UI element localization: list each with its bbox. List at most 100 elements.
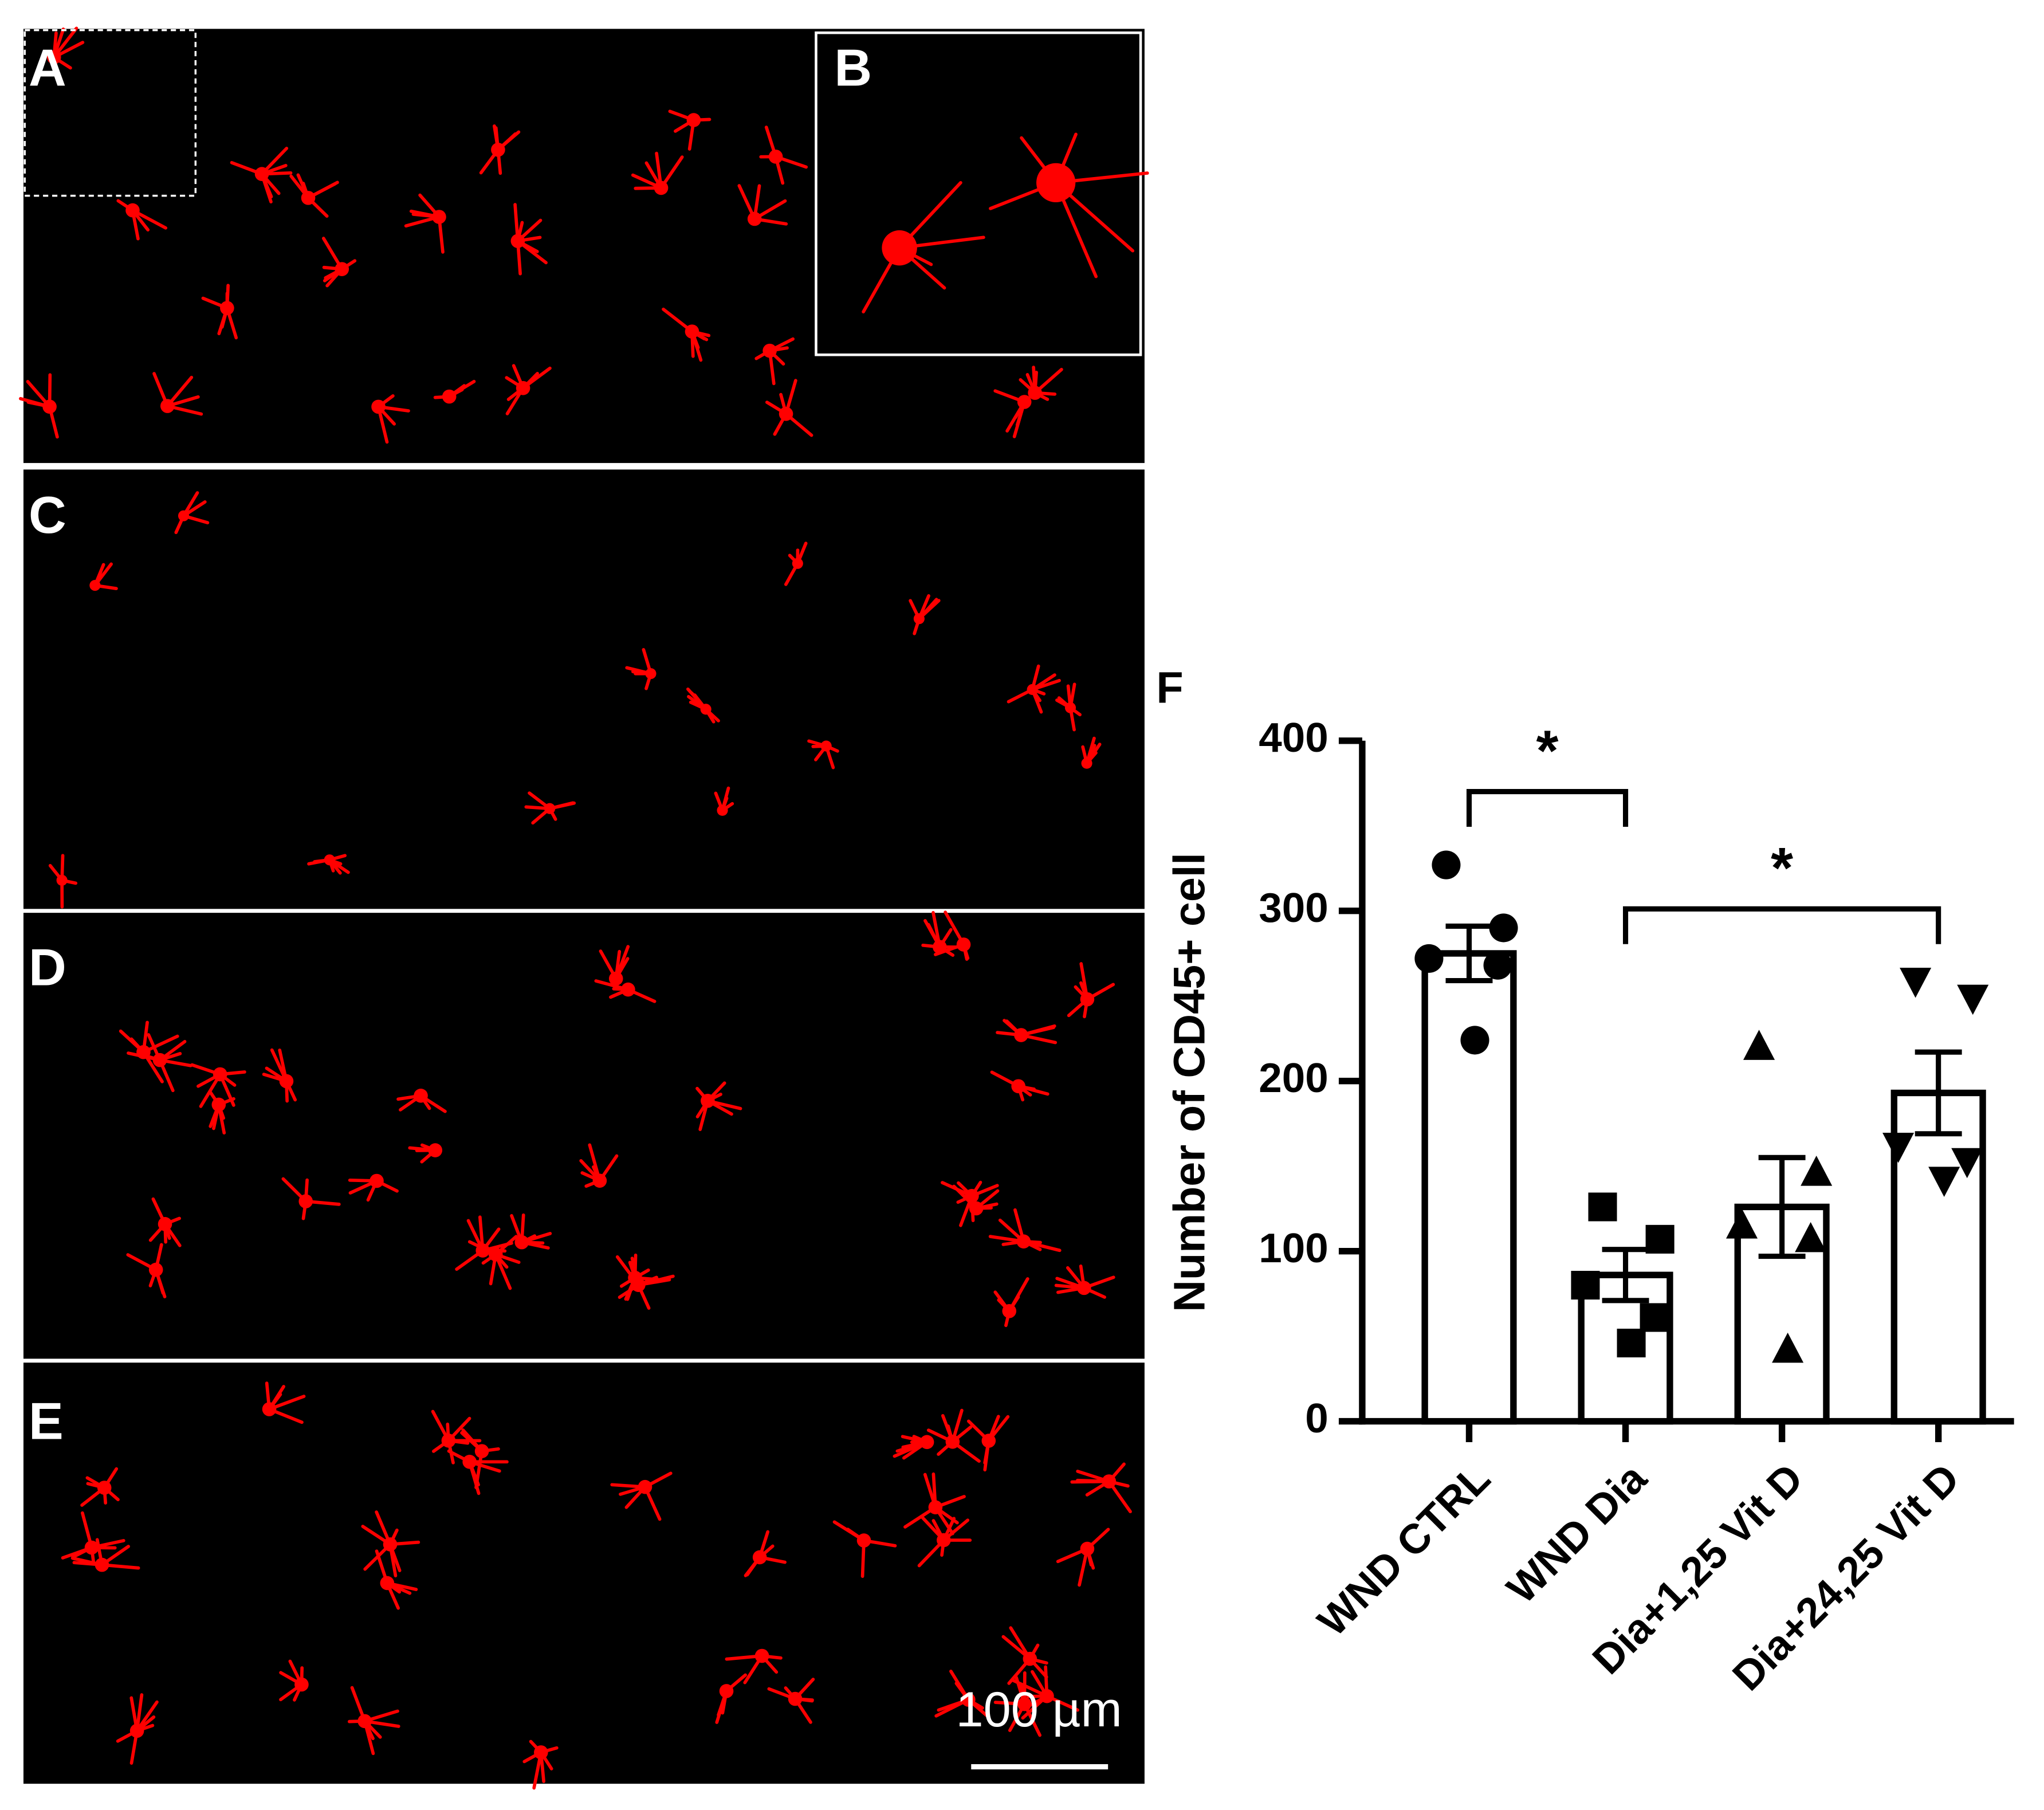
soma (928, 1500, 943, 1514)
soma (475, 1243, 490, 1258)
soma (937, 1533, 951, 1548)
soma (719, 1684, 734, 1698)
soma (1028, 386, 1042, 400)
soma (628, 1270, 642, 1285)
soma (654, 180, 669, 195)
soma (1036, 163, 1076, 202)
soma (414, 1089, 428, 1103)
soma (335, 262, 349, 276)
soma (685, 324, 699, 339)
soma (160, 399, 175, 413)
soma (97, 1481, 112, 1495)
soma (747, 211, 762, 226)
point (1645, 1224, 1674, 1254)
soma (357, 1714, 372, 1729)
soma (514, 1235, 529, 1250)
panel-label: A (29, 39, 66, 97)
soma (1080, 992, 1095, 1007)
soma (1016, 1234, 1031, 1248)
point (1489, 913, 1518, 943)
soma (1023, 1651, 1037, 1666)
soma (701, 1093, 715, 1108)
soma (1011, 1079, 1025, 1094)
soma (442, 389, 457, 404)
soma (432, 210, 446, 224)
soma (754, 1648, 769, 1663)
y-tick-label: 0 (1305, 1395, 1328, 1442)
soma (779, 407, 793, 421)
soma (294, 1677, 309, 1692)
point (1640, 1303, 1669, 1332)
panel-label: B (834, 39, 872, 97)
soma (129, 1723, 144, 1738)
soma (965, 1188, 979, 1203)
point (1588, 1192, 1617, 1222)
soma (380, 1576, 395, 1591)
soma (279, 1074, 294, 1089)
point (1483, 951, 1512, 980)
panel-label: F (1156, 663, 1183, 713)
point (1801, 1156, 1833, 1186)
soma (152, 1053, 167, 1067)
soma (491, 143, 505, 157)
soma (1017, 395, 1032, 409)
soma (56, 874, 68, 886)
panel-label: D (29, 939, 66, 997)
soma (638, 1479, 652, 1494)
soma (621, 982, 635, 997)
point (1414, 944, 1444, 973)
x-tick-label: WND Dia (1498, 1455, 1656, 1612)
soma (383, 1537, 398, 1552)
soma (510, 234, 525, 248)
soma (125, 203, 140, 218)
panel-label: E (29, 1392, 64, 1450)
inset-box (23, 29, 197, 197)
soma (84, 1540, 99, 1555)
soma (592, 1173, 607, 1188)
point (1795, 1222, 1827, 1253)
panel-label: C (29, 486, 66, 544)
panel-d (23, 913, 1145, 1359)
soma (136, 1045, 151, 1059)
soma (882, 230, 917, 266)
point (1726, 1208, 1758, 1239)
soma (717, 804, 728, 816)
soma (961, 1693, 976, 1707)
soma (474, 1444, 489, 1458)
soma (919, 1435, 934, 1450)
point (1571, 1271, 1600, 1300)
point (1743, 1030, 1775, 1060)
soma (1027, 684, 1038, 696)
y-tick-label: 400 (1259, 714, 1328, 761)
point (1882, 1133, 1915, 1163)
soma (1064, 702, 1076, 713)
soma (370, 1173, 384, 1188)
y-tick-label: 200 (1259, 1055, 1328, 1101)
soma (913, 613, 925, 625)
soma (686, 113, 701, 127)
bar (1421, 950, 1517, 1425)
soma (1040, 1689, 1054, 1703)
soma (645, 668, 657, 680)
soma (211, 1097, 226, 1112)
soma (220, 301, 234, 315)
soma (178, 510, 190, 521)
point (1900, 967, 1932, 998)
point (1928, 1167, 1960, 1197)
scale-bar-label: 100 µm (956, 1682, 1122, 1737)
soma (608, 971, 623, 986)
soma (981, 1434, 996, 1448)
soma (371, 399, 386, 414)
soma (462, 1455, 477, 1469)
point (1772, 1332, 1804, 1363)
significance-label: * (1771, 836, 1793, 900)
soma (768, 150, 783, 164)
soma (762, 343, 777, 358)
soma (1077, 1281, 1091, 1295)
soma (788, 1691, 803, 1706)
soma (89, 580, 101, 591)
point (1957, 984, 1989, 1015)
y-axis-label: Number of CD45+ cell (1165, 853, 1214, 1312)
soma (1080, 1541, 1095, 1556)
